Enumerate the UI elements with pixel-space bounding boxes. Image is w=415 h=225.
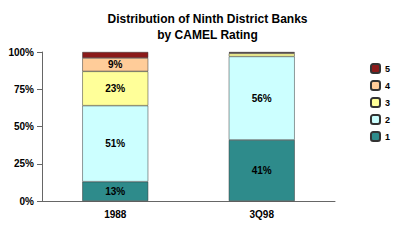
svg-text:1: 1 xyxy=(385,132,390,142)
svg-text:56%: 56% xyxy=(252,93,272,104)
svg-text:9%: 9% xyxy=(108,59,123,70)
svg-text:by CAMEL Rating: by CAMEL Rating xyxy=(157,28,257,42)
svg-text:2: 2 xyxy=(385,115,390,125)
svg-text:Distribution of Ninth District: Distribution of Ninth District Banks xyxy=(107,12,307,26)
svg-text:3Q98: 3Q98 xyxy=(250,209,275,220)
svg-text:23%: 23% xyxy=(105,83,125,94)
svg-text:5: 5 xyxy=(385,64,390,74)
svg-text:13%: 13% xyxy=(105,186,125,197)
svg-text:100%: 100% xyxy=(8,47,34,58)
svg-text:75%: 75% xyxy=(14,84,34,95)
svg-text:51%: 51% xyxy=(105,138,125,149)
svg-text:0%: 0% xyxy=(20,196,35,207)
svg-text:50%: 50% xyxy=(14,121,34,132)
svg-text:25%: 25% xyxy=(14,158,34,169)
svg-text:3: 3 xyxy=(385,98,390,108)
svg-text:1988: 1988 xyxy=(104,209,127,220)
svg-text:4: 4 xyxy=(385,81,390,91)
svg-text:41%: 41% xyxy=(252,165,272,176)
